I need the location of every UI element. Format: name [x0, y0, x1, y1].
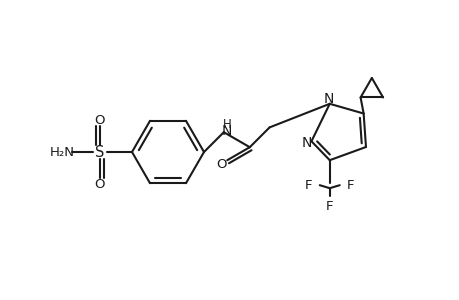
Text: O: O	[95, 113, 105, 127]
Text: N: N	[323, 92, 333, 106]
Text: F: F	[304, 179, 312, 192]
Text: H: H	[222, 118, 231, 131]
Text: O: O	[216, 158, 226, 171]
Text: F: F	[346, 179, 354, 192]
Text: O: O	[95, 178, 105, 190]
Text: N: N	[221, 124, 231, 138]
Text: N: N	[301, 136, 311, 150]
Text: S: S	[95, 145, 105, 160]
Text: F: F	[325, 200, 333, 213]
Text: H₂N: H₂N	[50, 146, 74, 158]
